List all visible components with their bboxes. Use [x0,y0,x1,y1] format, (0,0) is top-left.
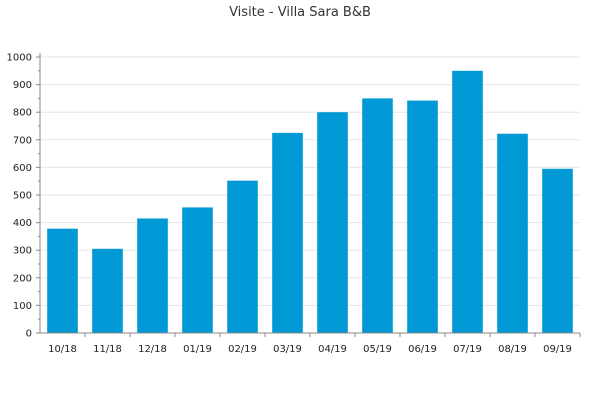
y-tick-label: 1000 [7,53,32,64]
y-tick-label: 300 [13,246,32,257]
x-tick-label: 11/18 [93,344,122,355]
bar [92,248,123,333]
x-tick-label: 07/19 [453,344,482,355]
x-tick-label: 12/18 [138,344,167,355]
bar [452,70,483,334]
y-tick-label: 500 [13,191,32,202]
x-tick-label: 02/19 [228,344,257,355]
x-tick-label: 04/19 [318,344,347,355]
y-tick-label: 0 [26,329,32,340]
y-tick-label: 600 [13,163,32,174]
x-tick-label: 10/18 [48,344,77,355]
bar [47,228,78,333]
gridlines [40,56,580,306]
bars [47,70,573,334]
bar [362,98,393,334]
x-tick-label: 05/19 [363,344,392,355]
x-tick-label: 09/19 [543,344,572,355]
y-tick-label: 800 [13,108,32,119]
bar [137,218,168,333]
x-tick-label: 03/19 [273,344,302,355]
y-tick-label: 200 [13,273,32,284]
bar [542,168,573,333]
y-axis: 0 100 200 300 400 500 600 700 800 900 1000 [7,53,41,340]
bar [407,100,438,333]
bar [182,207,213,333]
bar [272,132,303,333]
y-tick-label: 700 [13,135,32,146]
bar [317,112,348,333]
y-tick-label: 400 [13,218,32,229]
chart-title: Visite - Villa Sara B&B [229,5,371,20]
x-tick-label: 01/19 [183,344,212,355]
bar [497,133,528,333]
x-axis: 10/18 11/18 12/18 01/19 02/19 03/19 04/19 05/19… [40,332,581,355]
y-tick-label: 100 [13,301,32,312]
y-tick-label: 900 [13,80,32,91]
x-tick-label: 08/19 [498,344,527,355]
x-tick-label: 06/19 [408,344,437,355]
bar [227,180,258,333]
